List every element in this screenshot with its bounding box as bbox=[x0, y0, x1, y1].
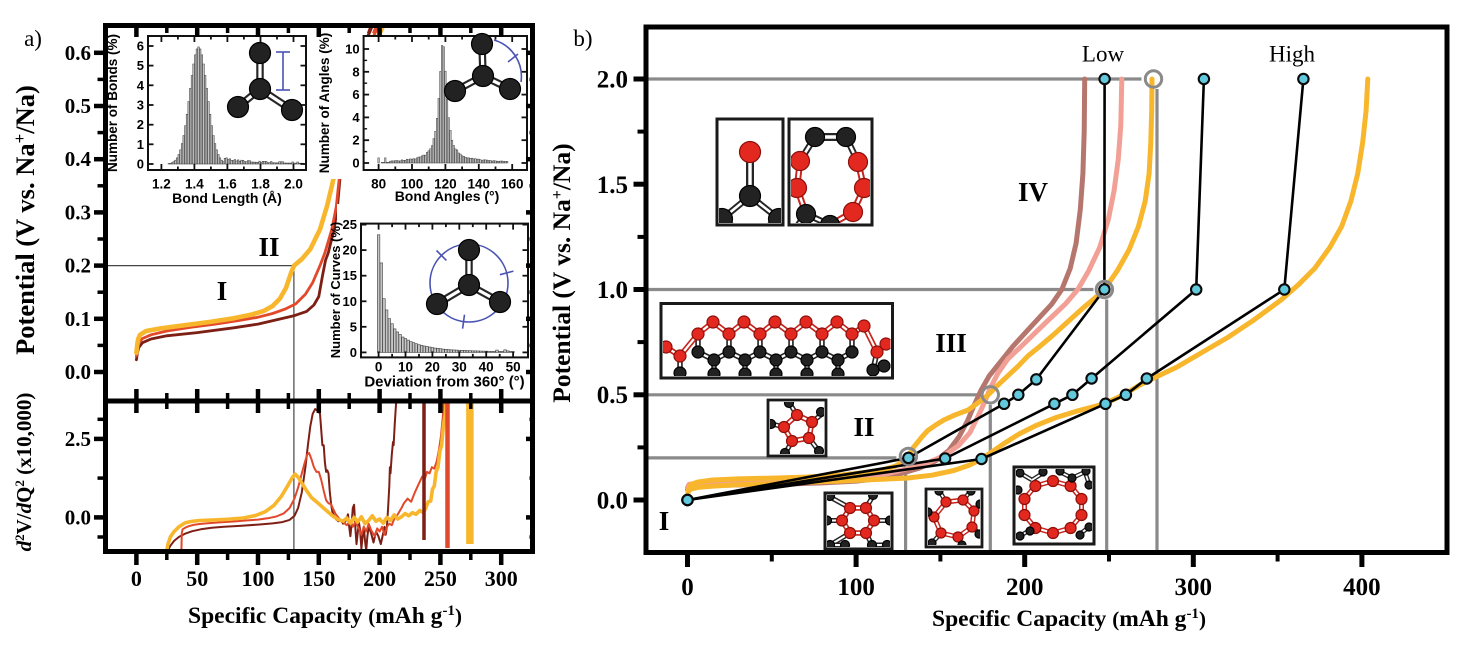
svg-text:100: 100 bbox=[837, 574, 875, 601]
svg-text:50: 50 bbox=[186, 566, 208, 591]
svg-text:100: 100 bbox=[401, 177, 424, 192]
svg-text:150: 150 bbox=[302, 566, 335, 591]
svg-text:0: 0 bbox=[137, 157, 144, 172]
svg-text:0.0: 0.0 bbox=[597, 488, 628, 515]
svg-text:250: 250 bbox=[424, 566, 457, 591]
svg-text:40: 40 bbox=[479, 359, 494, 374]
svg-text:III: III bbox=[935, 328, 967, 358]
svg-text:Potential (V vs. Na+/Na): Potential (V vs. Na+/Na) bbox=[547, 143, 576, 402]
svg-text:10: 10 bbox=[343, 294, 357, 309]
svg-text:300: 300 bbox=[485, 566, 518, 591]
svg-text:10: 10 bbox=[345, 42, 359, 57]
svg-text:0.0: 0.0 bbox=[65, 505, 91, 529]
svg-text:2.0: 2.0 bbox=[597, 67, 628, 94]
svg-text:20: 20 bbox=[425, 359, 440, 374]
svg-text:Low: Low bbox=[1082, 42, 1125, 67]
svg-text:1.4: 1.4 bbox=[185, 177, 204, 192]
svg-text:0.3: 0.3 bbox=[65, 200, 91, 224]
svg-text:Bond Length (Å): Bond Length (Å) bbox=[172, 190, 282, 206]
svg-text:0.5: 0.5 bbox=[65, 94, 91, 118]
svg-text:20: 20 bbox=[343, 243, 357, 258]
svg-text:0.2: 0.2 bbox=[65, 254, 91, 278]
svg-text:2.0: 2.0 bbox=[284, 177, 303, 192]
svg-text:140: 140 bbox=[468, 177, 491, 192]
svg-text:Number of Bonds (%): Number of Bonds (%) bbox=[105, 34, 120, 172]
svg-text:30: 30 bbox=[452, 359, 467, 374]
svg-text:0: 0 bbox=[681, 574, 694, 601]
svg-text:0.5: 0.5 bbox=[597, 382, 628, 409]
svg-text:d2V/dQ2 (x10,000): d2V/dQ2 (x10,000) bbox=[12, 393, 37, 552]
svg-text:200: 200 bbox=[363, 566, 396, 591]
svg-text:10: 10 bbox=[398, 359, 413, 374]
svg-text:b): b) bbox=[573, 26, 592, 51]
svg-text:1.2: 1.2 bbox=[152, 177, 171, 192]
svg-text:2: 2 bbox=[137, 117, 144, 132]
svg-text:I: I bbox=[659, 506, 670, 536]
svg-text:0: 0 bbox=[352, 156, 359, 171]
svg-text:0: 0 bbox=[375, 359, 383, 374]
svg-text:8: 8 bbox=[352, 64, 359, 79]
svg-text:Number of Angles (%): Number of Angles (%) bbox=[317, 33, 332, 174]
svg-text:Specific Capacity (mAh g-1): Specific Capacity (mAh g-1) bbox=[932, 606, 1206, 632]
svg-text:160: 160 bbox=[501, 177, 524, 192]
svg-text:IV: IV bbox=[1018, 177, 1049, 207]
svg-text:0.1: 0.1 bbox=[65, 307, 91, 331]
svg-text:2.5: 2.5 bbox=[65, 427, 91, 451]
svg-text:1.6: 1.6 bbox=[218, 177, 237, 192]
svg-text:1.0: 1.0 bbox=[597, 277, 628, 304]
svg-text:I: I bbox=[217, 276, 228, 306]
svg-text:6: 6 bbox=[137, 39, 144, 54]
svg-text:High: High bbox=[1269, 42, 1316, 67]
svg-text:15: 15 bbox=[343, 268, 357, 283]
svg-text:4: 4 bbox=[137, 78, 145, 93]
svg-text:II: II bbox=[853, 412, 874, 442]
svg-text:Deviation from 360° (°): Deviation from 360° (°) bbox=[364, 373, 524, 390]
svg-text:2: 2 bbox=[352, 133, 359, 148]
svg-text:a): a) bbox=[24, 26, 42, 51]
svg-text:5: 5 bbox=[350, 319, 357, 334]
svg-text:Specific Capacity (mAh g-1): Specific Capacity (mAh g-1) bbox=[188, 603, 462, 629]
svg-text:200: 200 bbox=[1006, 574, 1044, 601]
svg-text:3: 3 bbox=[137, 98, 144, 113]
svg-text:1: 1 bbox=[137, 137, 144, 152]
svg-text:300: 300 bbox=[1175, 574, 1213, 601]
svg-text:II: II bbox=[258, 232, 279, 262]
svg-text:Number of Curves (%): Number of Curves (%) bbox=[328, 222, 343, 359]
svg-text:120: 120 bbox=[434, 177, 457, 192]
svg-text:400: 400 bbox=[1343, 574, 1381, 601]
svg-text:25: 25 bbox=[343, 217, 357, 232]
svg-text:0.4: 0.4 bbox=[65, 147, 92, 171]
svg-text:0: 0 bbox=[350, 345, 357, 360]
svg-text:80: 80 bbox=[371, 177, 386, 192]
svg-text:4: 4 bbox=[352, 110, 360, 125]
svg-text:50: 50 bbox=[506, 359, 521, 374]
svg-text:Bond Angles (°): Bond Angles (°) bbox=[395, 188, 500, 204]
svg-text:0.6: 0.6 bbox=[65, 41, 91, 65]
svg-text:1.5: 1.5 bbox=[597, 172, 628, 199]
svg-text:Potential (V vs. Na+/Na): Potential (V vs. Na+/Na) bbox=[10, 85, 41, 355]
svg-text:0.0: 0.0 bbox=[65, 360, 91, 384]
svg-text:6: 6 bbox=[352, 87, 359, 102]
svg-text:5: 5 bbox=[137, 58, 144, 73]
svg-text:1.8: 1.8 bbox=[251, 177, 270, 192]
svg-text:100: 100 bbox=[242, 566, 275, 591]
svg-text:0: 0 bbox=[131, 566, 142, 591]
